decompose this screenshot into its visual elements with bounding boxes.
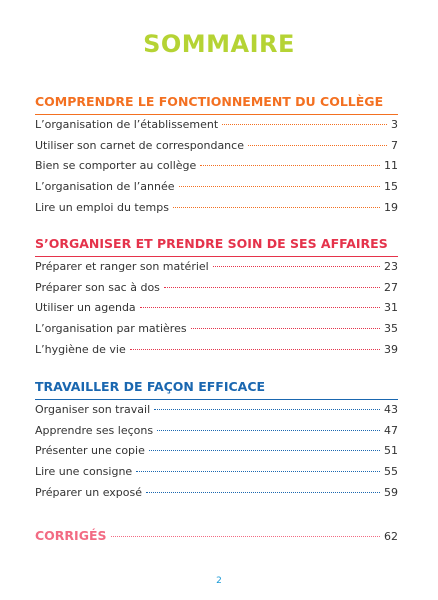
entry-label: Préparer et ranger son matériel (35, 260, 209, 273)
entry-label: L’organisation par matières (35, 322, 187, 336)
entry-label: L’organisation de l’établissement (35, 118, 219, 131)
dots (200, 165, 380, 167)
dots (222, 124, 387, 125)
dots (190, 328, 380, 330)
dots (148, 450, 380, 452)
toc-row: Lire une consigne 55 (35, 465, 398, 486)
page-number: 62 (384, 530, 398, 543)
page-number: 15 (384, 180, 398, 194)
entry-label: Utiliser son carnet de correspondance (35, 138, 244, 152)
title: SOMMAIRE (143, 30, 295, 58)
dots (129, 348, 380, 350)
page-number: 11 (384, 159, 398, 173)
dots (139, 307, 380, 309)
toc-row: L’organisation par matières 35 (35, 322, 398, 343)
dots (212, 266, 380, 267)
section: S’ORGANISER ET PRENDRE SOIN DE SES AFFAI… (35, 236, 398, 363)
entry-label: Bien se comporter au collège (35, 159, 197, 173)
page-number: 51 (384, 444, 398, 458)
entry-label: Utiliser un agenda (35, 301, 136, 315)
dots (247, 144, 387, 146)
section-title: S’ORGANISER ET PRENDRE SOIN DE SES AFFAI… (35, 236, 398, 257)
page-number: 27 (384, 280, 398, 294)
section: TRAVAILLER DE FAÇON EFFICACE Organiser so… (35, 379, 398, 506)
entry-label: Lire un emploi du temps (35, 200, 169, 214)
toc-row: Présenter une copie 51 (35, 444, 398, 465)
page-number: 23 (384, 260, 398, 273)
page-number: 35 (384, 322, 398, 336)
toc-row: Organiser son travail 43 (35, 403, 398, 424)
page-number: 31 (384, 301, 398, 315)
entry-label: Présenter une copie (35, 444, 145, 458)
section-title: COMPRENDRE LE FONCTIONNEMENT DU COLLÈGE (35, 94, 398, 115)
entry-label: Organiser son travail (35, 403, 151, 416)
entry-label: L’organisation de l’année (35, 180, 175, 194)
page-number: 19 (384, 200, 398, 214)
dots (146, 491, 380, 493)
dots (157, 429, 380, 431)
toc-row: Bien se comporter au collège 11 (35, 159, 398, 180)
toc-row: Préparer son sac à dos 27 (35, 281, 398, 302)
entry-label: Lire une consigne (35, 465, 133, 479)
page-number: 59 (384, 485, 398, 499)
page-number: 43 (384, 403, 398, 416)
section: COMPRENDRE LE FONCTIONNEMENT DU COLLÈGE L… (35, 94, 398, 221)
toc-row: Préparer et ranger son matériel 23 (35, 260, 398, 281)
dots (110, 536, 380, 537)
entry-label: Préparer un exposé (35, 485, 143, 499)
dots (163, 286, 380, 288)
entry-label: Apprendre ses leçons (35, 423, 154, 437)
entry-label: L’hygiène de vie (35, 342, 126, 356)
toc-row: Apprendre ses leçons 47 (35, 424, 398, 445)
section-title: TRAVAILLER DE FAÇON EFFICACE (35, 379, 398, 400)
dots (172, 206, 380, 208)
page-number: 7 (391, 138, 398, 152)
dots (136, 471, 380, 473)
toc-row: Utiliser un agenda 31 (35, 301, 398, 322)
entry-label: Préparer son sac à dos (35, 280, 160, 294)
toc-row: Préparer un exposé 59 (35, 486, 398, 507)
page-number: 47 (384, 423, 398, 437)
dots (154, 409, 380, 410)
toc-row: Utiliser son carnet de correspondance 7 (35, 139, 398, 160)
toc-row: L’organisation de l’établissement 3 (35, 118, 398, 139)
page-number: 39 (384, 342, 398, 356)
corriges: CORRIGÉS 62 (35, 528, 398, 549)
corriges-row: CORRIGÉS 62 (35, 528, 398, 549)
page-number: 3 (391, 118, 398, 131)
toc-row: L’hygiène de vie 39 (35, 343, 398, 364)
page-number: 55 (384, 465, 398, 479)
corriges-title: CORRIGÉS (35, 528, 107, 543)
footer-page: 2 (216, 576, 222, 586)
dots (178, 186, 380, 188)
toc-row: Lire un emploi du temps 19 (35, 201, 398, 222)
toc-row: L’organisation de l’année 15 (35, 180, 398, 201)
